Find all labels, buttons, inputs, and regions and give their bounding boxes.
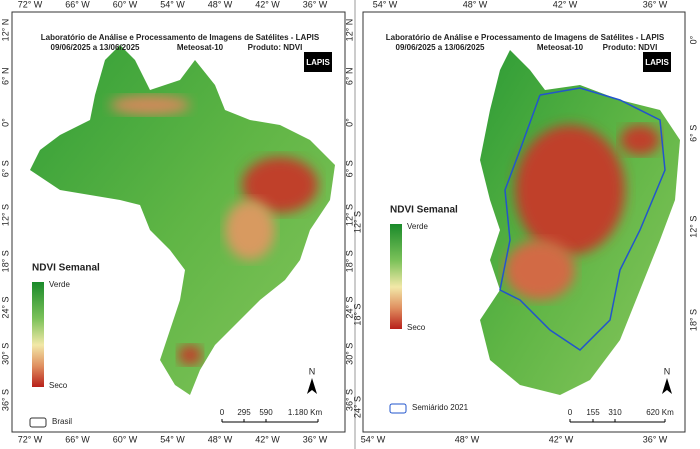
satellite: Meteosat-10: [177, 43, 224, 52]
lat-label: 12° S: [0, 204, 10, 226]
lat-label: 24° S: [352, 396, 362, 418]
lon-label: 72° W: [18, 0, 43, 9]
legend-bar: [390, 224, 402, 329]
lat-label: 6° S: [688, 125, 698, 142]
lon-label: 54° W: [361, 434, 386, 444]
lat-label: 30° S: [344, 343, 354, 365]
lon-label: 48° W: [463, 0, 488, 9]
lat-label: 6° N: [344, 67, 354, 85]
semiarid-outline: [499, 87, 666, 351]
boundary-legend: Brasil: [52, 417, 72, 426]
north-arrow: [307, 378, 317, 394]
lat-label: 0°: [0, 118, 10, 127]
lat-label: 0°: [688, 35, 698, 44]
legend-top: Verde: [49, 280, 70, 289]
scale-label: 590: [259, 408, 273, 417]
lon-label: 42° W: [255, 434, 280, 444]
lat-label: 30° S: [0, 343, 10, 365]
lat-label: 18° S: [0, 250, 10, 272]
lon-label: 36° W: [643, 0, 668, 9]
lon-label: 48° W: [208, 434, 233, 444]
logo: LAPIS: [645, 58, 669, 67]
lat-label: 24° S: [344, 296, 354, 318]
lon-label: 36° W: [303, 434, 328, 444]
lon-label: 54° W: [160, 434, 185, 444]
product: Produto: NDVI: [603, 43, 658, 52]
lat-label: 12° S: [688, 216, 698, 238]
lon-label: 54° W: [373, 0, 398, 9]
north-label: N: [664, 366, 671, 376]
logo-box: [643, 52, 671, 72]
lat-label: 36° S: [344, 389, 354, 411]
north-arrow: [662, 378, 672, 394]
lat-label: 18° S: [352, 303, 362, 325]
ndvi-map-brazil: [30, 45, 335, 395]
lat-label: 6° S: [344, 160, 354, 177]
legend-bottom: Seco: [49, 381, 68, 390]
period: 09/06/2025 a 13/06/2025: [51, 43, 141, 52]
scale-label: 295: [237, 408, 251, 417]
lat-label: 12° S: [352, 211, 362, 233]
lon-label: 42° W: [553, 0, 578, 9]
logo-box: [304, 52, 332, 72]
boundary-icon: [389, 403, 407, 414]
scale-label: 155: [586, 408, 600, 417]
lon-label: 48° W: [208, 0, 233, 9]
legend-title: NDVI Semanal: [390, 205, 458, 216]
lat-label: 36° S: [0, 389, 10, 411]
period: 09/06/2025 a 13/06/2025: [396, 43, 486, 52]
lon-label: 54° W: [160, 0, 185, 9]
lon-label: 48° W: [455, 434, 480, 444]
lon-label: 42° W: [255, 0, 280, 9]
lat-label: 24° S: [0, 296, 10, 318]
scale-label: 0: [568, 408, 573, 417]
ndvi-map-northeast: [480, 50, 680, 395]
lon-label: 66° W: [65, 0, 90, 9]
lon-label: 60° W: [113, 434, 138, 444]
lat-label: 18° S: [344, 250, 354, 272]
scale-label: 1.180 Km: [288, 408, 323, 417]
lat-label: 12° N: [0, 19, 10, 42]
lon-label: 36° W: [643, 434, 668, 444]
boundary-icon: [29, 417, 47, 428]
boundary-legend: Semiárido 2021: [412, 403, 469, 412]
scale-label: 0: [220, 408, 225, 417]
lon-label: 42° W: [549, 434, 574, 444]
lat-label: 18° S: [688, 309, 698, 331]
lat-label: 6° S: [0, 160, 10, 177]
frame: [11, 11, 346, 433]
map-title: Laboratório de Análise e Processamento d…: [41, 33, 320, 42]
lat-label: 12° N: [344, 19, 354, 42]
lon-label: 72° W: [18, 434, 43, 444]
lat-label: 0°: [344, 118, 354, 127]
legend-bar: [32, 282, 44, 387]
lon-label: 66° W: [65, 434, 90, 444]
map-title: Laboratório de Análise e Processamento d…: [386, 33, 665, 42]
scale-label: 620 Km: [646, 408, 674, 417]
frame: [362, 11, 686, 433]
lat-label: 6° N: [0, 67, 10, 85]
north-label: N: [309, 366, 316, 376]
logo: LAPIS: [306, 58, 330, 67]
legend-title: NDVI Semanal: [32, 263, 100, 274]
product: Produto: NDVI: [248, 43, 303, 52]
lon-label: 60° W: [113, 0, 138, 9]
scale-label: 310: [608, 408, 622, 417]
lon-label: 36° W: [303, 0, 328, 9]
legend-bottom: Seco: [407, 323, 426, 332]
satellite: Meteosat-10: [537, 43, 584, 52]
lat-label: 12° S: [344, 204, 354, 226]
legend-top: Verde: [407, 222, 428, 231]
